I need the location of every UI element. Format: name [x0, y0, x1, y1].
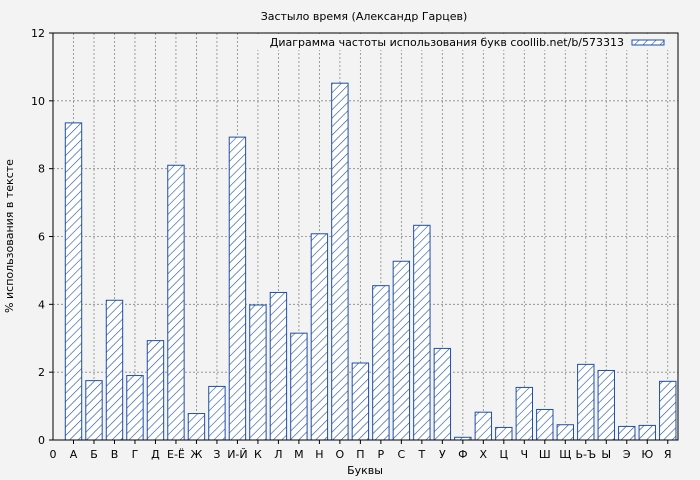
y-tick-label: 10 — [31, 95, 45, 108]
x-tick-label: Р — [378, 448, 385, 461]
x-tick-label: Е-Ё — [167, 448, 185, 461]
x-tick-label: У — [439, 448, 446, 461]
y-tick-label: 6 — [38, 231, 45, 244]
y-tick-label: 4 — [38, 298, 45, 311]
x-tick-label: Ж — [191, 448, 203, 461]
bar-1 — [64, 122, 83, 441]
bar-10 — [249, 304, 267, 441]
x-tick-label: Ю — [641, 448, 653, 461]
y-axis-title: % использования в тексте — [3, 159, 16, 313]
legend: Диаграмма частоты использования букв coo… — [240, 34, 674, 50]
x-tick-label: Н — [315, 448, 323, 461]
bar-14 — [331, 82, 349, 441]
x-tick-label: И-Й — [227, 448, 247, 461]
bar-16 — [372, 285, 390, 441]
bar-21 — [474, 411, 493, 441]
x-tick-label: Б — [90, 448, 98, 461]
bar-19 — [433, 347, 452, 441]
y-tick-label: 12 — [31, 27, 45, 40]
bar-30 — [659, 380, 677, 441]
x-tick-label: Д — [151, 448, 160, 461]
bar-24 — [536, 408, 554, 441]
x-tick-label: Ы — [601, 448, 611, 461]
bar-4 — [126, 375, 144, 441]
x-tick-label: Я — [664, 448, 672, 461]
bar-8 — [208, 385, 226, 441]
x-axis-title: Буквы — [347, 464, 383, 477]
bar-28 — [618, 425, 636, 441]
bar-9 — [228, 136, 247, 441]
x-tick-label: П — [356, 448, 364, 461]
bar-7 — [187, 413, 206, 441]
x-tick-label: Х — [480, 448, 488, 461]
x-tick-label: О — [336, 448, 345, 461]
x-tick-label: Г — [132, 448, 139, 461]
bar-26 — [577, 363, 595, 441]
x-tick-label: Ф — [458, 448, 467, 461]
bar-5 — [146, 340, 165, 441]
x-tick-label: Ш — [539, 448, 551, 461]
x-tick-label: Э — [623, 448, 631, 461]
y-tick-label: 2 — [38, 366, 45, 379]
bar-29 — [638, 424, 656, 441]
bar-6 — [167, 164, 185, 441]
bar-17 — [392, 260, 411, 441]
bar-2 — [85, 380, 103, 441]
bar-23 — [515, 386, 534, 441]
x-tick-label: Л — [274, 448, 282, 461]
bars — [64, 82, 677, 441]
x-tick-label: А — [70, 448, 78, 461]
x-tick-label: Ь-Ъ — [575, 448, 596, 461]
x-tick-label: Т — [417, 448, 425, 461]
bar-22 — [495, 426, 513, 441]
bar-11 — [269, 291, 288, 441]
x-tick-label: В — [111, 448, 119, 461]
x-tick-label: М — [294, 448, 304, 461]
x-origin-label: 0 — [50, 448, 57, 461]
x-tick-label: С — [398, 448, 406, 461]
x-tick-label: Щ — [559, 448, 571, 461]
bar-15 — [351, 362, 370, 441]
y-tick-label: 0 — [38, 434, 45, 447]
bar-12 — [290, 332, 308, 441]
x-tick-label: З — [213, 448, 220, 461]
x-tick-label: Ч — [521, 448, 529, 461]
bar-3 — [105, 299, 124, 441]
legend-swatch — [631, 39, 665, 46]
legend-label: Диаграмма частоты использования букв coo… — [270, 36, 624, 49]
bar-13 — [310, 233, 329, 441]
x-tick-label: К — [254, 448, 262, 461]
chart-title: Застыло время (Александр Гарцев) — [261, 10, 468, 23]
bar-25 — [556, 424, 574, 441]
y-tick-label: 8 — [38, 163, 45, 176]
y-axis-ticks: 0 2 4 6 8 10 12 — [31, 27, 53, 447]
bar-27 — [597, 369, 615, 441]
bar-18 — [413, 224, 431, 441]
gridlines — [53, 33, 678, 440]
x-tick-label: Ц — [500, 448, 509, 461]
legend-background — [240, 34, 674, 50]
x-axis-ticks: 0 А Б В Г Д Е-Ё Ж З И-Й К Л М Н О П Р С Т У Ф Х Ц Ч Ш Щ Ь-Ъ Ы Э Ю Я — [50, 440, 672, 461]
